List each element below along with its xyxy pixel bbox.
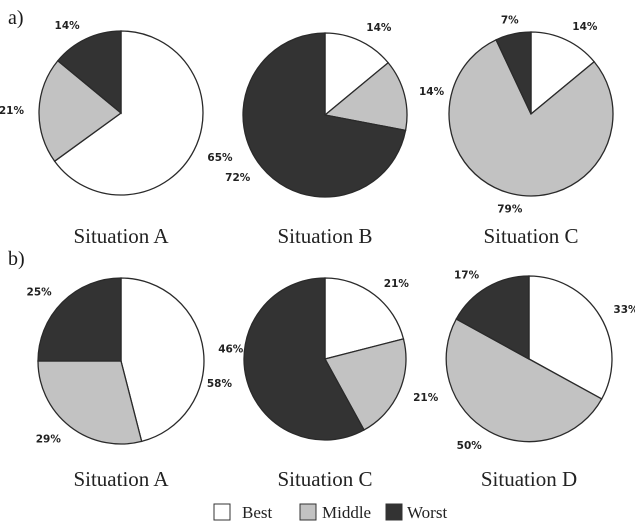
pie-value-label: 79% xyxy=(497,204,523,216)
pie-value-label: 50% xyxy=(457,440,483,452)
legend: Best Middle Worst xyxy=(213,503,447,522)
pie-value-label: 29% xyxy=(36,433,62,445)
pie-slice-middle xyxy=(37,360,143,445)
pie-chart: 21% 21% 58% Situation C xyxy=(207,277,439,491)
legend-swatch-middle xyxy=(299,503,317,521)
pie-value-label: 46% xyxy=(218,344,244,356)
pie-chart-title: Situation B xyxy=(277,224,372,248)
legend-label-middle: Middle xyxy=(322,503,371,522)
pie-slice-worst xyxy=(455,275,530,361)
pie-slice-middle xyxy=(448,38,614,197)
pie-value-label: 21% xyxy=(413,392,439,404)
pie-value-label: 72% xyxy=(225,172,251,184)
pie-value-label: 25% xyxy=(27,287,53,299)
pie-value-label: 14% xyxy=(419,86,445,98)
pie-chart: 46% 29% 25% Situation A xyxy=(27,277,244,491)
legend-swatch-worst xyxy=(385,503,403,521)
pie-slice-best xyxy=(120,277,205,443)
pie-value-label: 7% xyxy=(501,14,519,26)
pie-slice-best xyxy=(528,275,613,400)
panel-label-b: b) xyxy=(8,248,25,270)
pie-value-label: 21% xyxy=(384,278,410,290)
pie-chart: 14% 14% 72% Situation B xyxy=(225,22,444,248)
pie-value-label: 14% xyxy=(366,22,392,34)
panel-label-a: a) xyxy=(8,7,24,29)
pie-slice-middle xyxy=(445,318,603,443)
pie-chart-title: Situation C xyxy=(483,224,578,248)
pie-charts: 65% 21% 14% Situation A 14% 14% 72% Situation B… xyxy=(0,14,635,491)
pie-slice-worst xyxy=(495,31,532,115)
pie-slice-worst xyxy=(37,277,122,362)
pie-slice-middle xyxy=(324,338,407,431)
pie-chart: 14% 79% 7% Situation C xyxy=(448,14,614,248)
pie-slice-middle xyxy=(38,59,123,163)
pie-slice-worst xyxy=(56,30,122,115)
legend-label-worst: Worst xyxy=(407,503,447,522)
pie-chart: 33% 50% 17% Situation D xyxy=(445,270,635,491)
legend-label-best: Best xyxy=(242,503,273,522)
pie-chart-title: Situation A xyxy=(73,467,169,491)
pie-chart-title: Situation C xyxy=(277,467,372,491)
pie-chart-title: Situation D xyxy=(481,467,577,491)
pie-slice-worst xyxy=(242,32,407,198)
pie-slice-best xyxy=(324,277,405,360)
pie-slice-middle xyxy=(323,61,408,132)
pie-slice-best xyxy=(324,32,390,117)
pie-slice-best xyxy=(530,31,596,116)
pie-value-label: 14% xyxy=(55,20,81,32)
pie-chart: 65% 21% 14% Situation A xyxy=(0,20,233,248)
pie-value-label: 33% xyxy=(613,304,635,316)
pie-slice-best xyxy=(53,30,204,196)
pie-chart-title: Situation A xyxy=(73,224,169,248)
pie-slice-worst xyxy=(243,277,365,441)
pie-value-label: 65% xyxy=(207,152,233,164)
legend-swatch-best xyxy=(213,503,231,521)
pie-value-label: 58% xyxy=(207,378,233,390)
pie-value-label: 21% xyxy=(0,105,24,117)
pie-value-label: 14% xyxy=(572,21,598,33)
pie-value-label: 17% xyxy=(454,270,480,282)
